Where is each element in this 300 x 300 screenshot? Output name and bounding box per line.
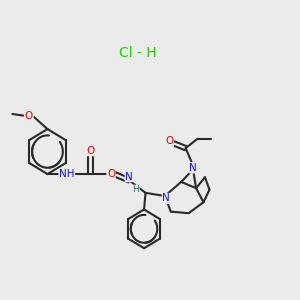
Text: N: N [163, 194, 170, 203]
Text: O: O [107, 169, 115, 179]
Text: N: N [189, 163, 197, 173]
Text: N: N [125, 172, 133, 182]
Text: H: H [132, 185, 139, 194]
Text: NH: NH [59, 169, 74, 179]
Text: O: O [165, 136, 173, 146]
Text: O: O [25, 111, 33, 121]
Text: O: O [86, 146, 95, 156]
Text: Cl - H: Cl - H [119, 46, 157, 60]
